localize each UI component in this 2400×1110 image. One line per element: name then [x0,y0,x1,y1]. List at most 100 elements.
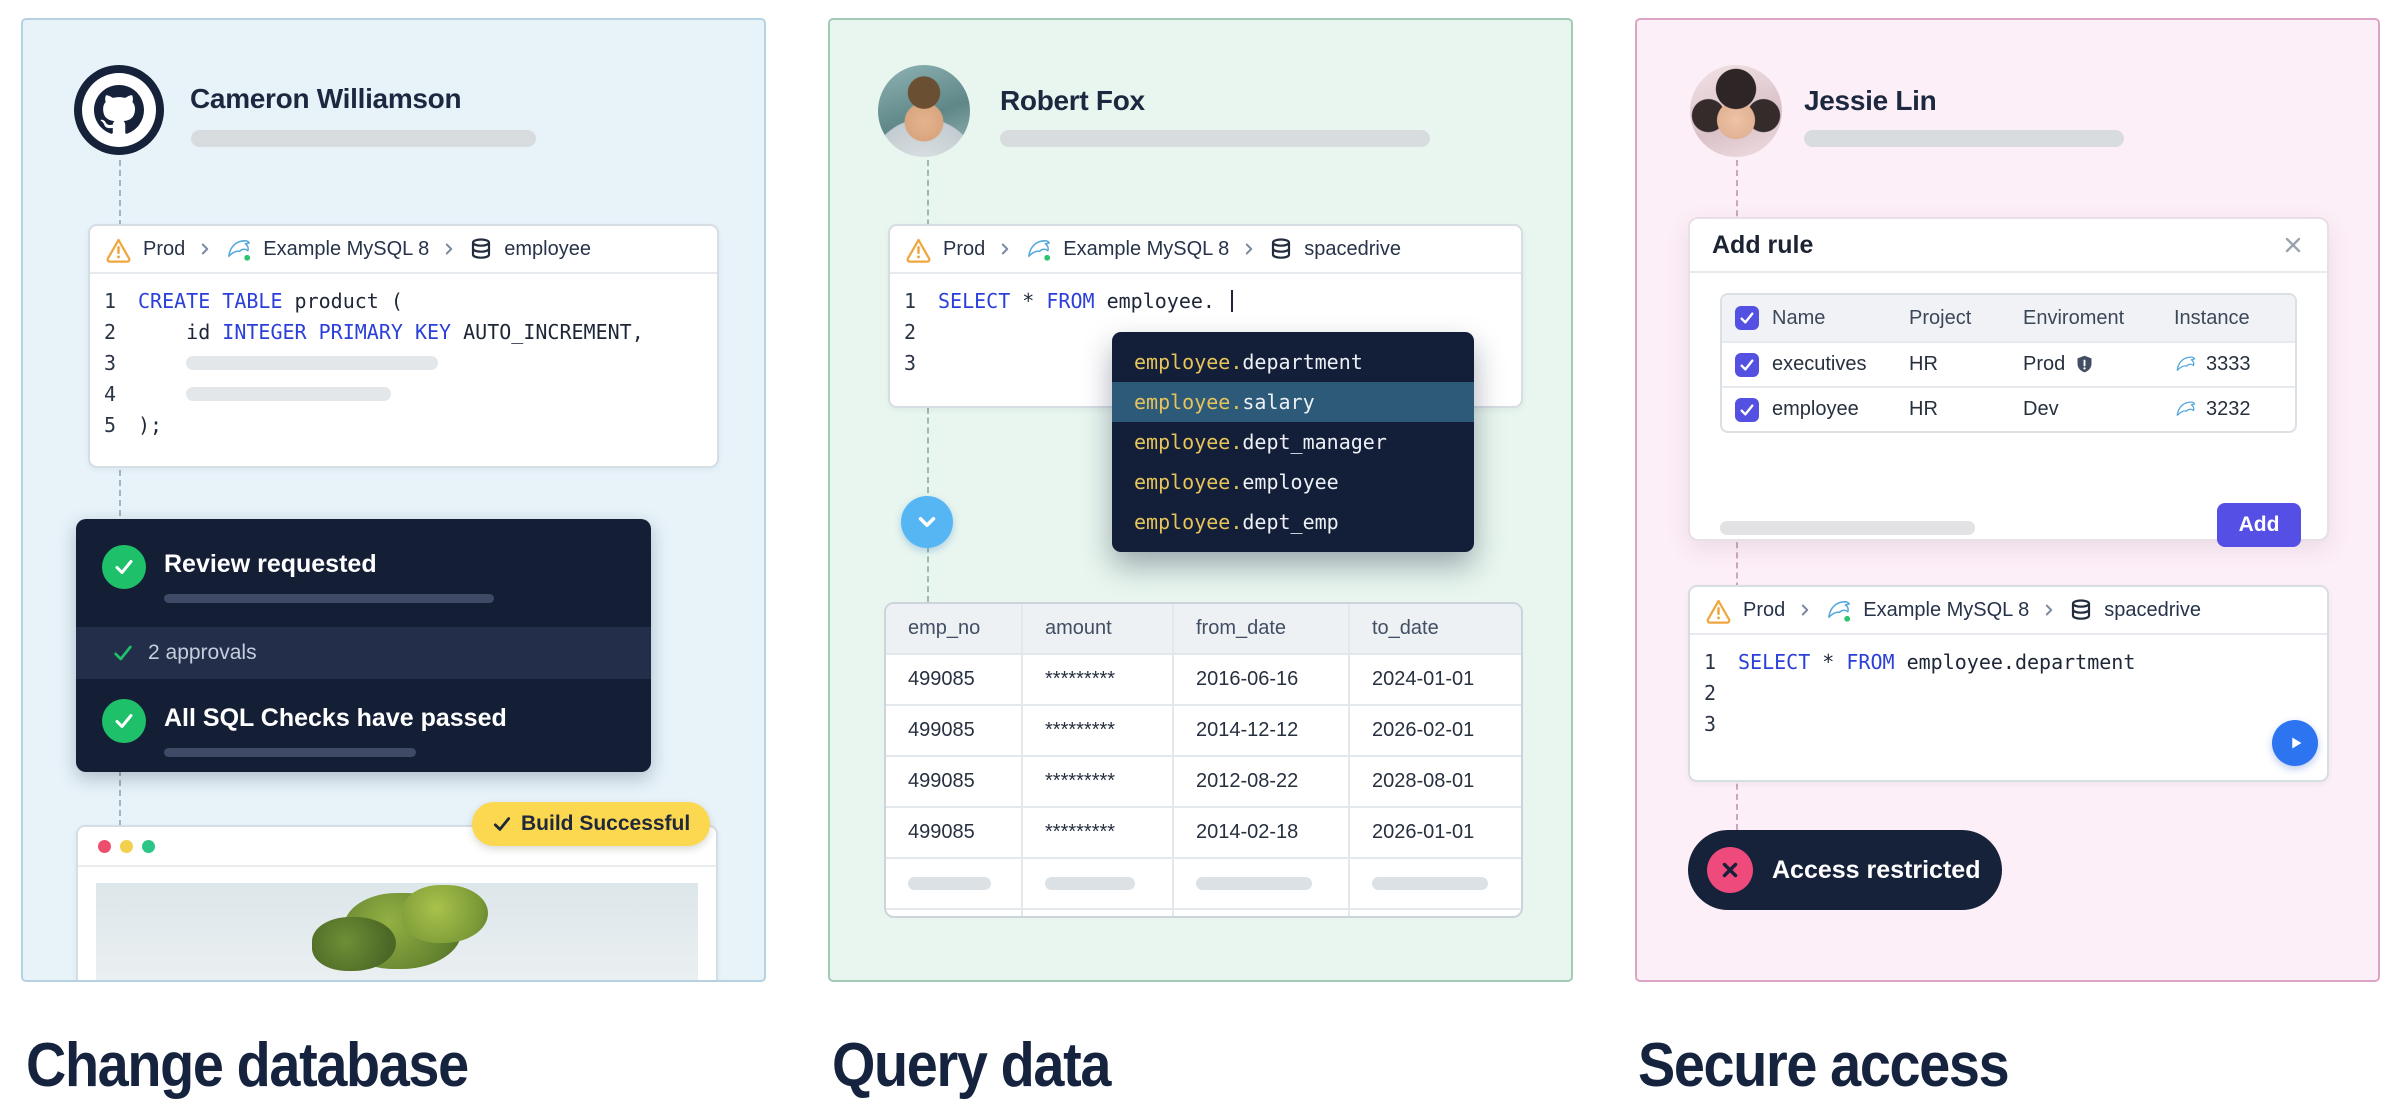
table-row: 499085 ********* 2012-08-22 2028-08-01 [886,755,1521,806]
mysql-dolphin-icon [2176,401,2196,416]
code-placeholder-bar [186,355,438,370]
breadcrumb-database[interactable]: employee [504,237,591,260]
breadcrumb-database[interactable]: spacedrive [2104,598,2201,621]
autocomplete-option[interactable]: employee.dept_emp [1112,502,1474,542]
table-row: 499085 ********* 2014-02-18 2026-01-01 [886,806,1521,857]
table-cell: 2014-02-18 [1174,808,1350,857]
panel-query-data: Robert Fox Prod Example MySQL 8 spacedri… [828,18,1573,982]
review-status-card: Review requested 2 approvals All SQL Che… [76,519,651,772]
code-text: employee. [1094,288,1227,313]
table-cell [1350,859,1517,908]
window-minimize-icon[interactable] [120,839,133,853]
table-cell: 2012-08-22 [1174,757,1350,806]
play-icon [2292,737,2302,749]
add-button[interactable]: Add [2217,503,2301,547]
table-row: 499085 ********* 2014-12-12 2026-02-01 [886,704,1521,755]
rule-environment: Dev [2023,398,2174,421]
autocomplete-option[interactable]: employee.department [1112,342,1474,382]
breadcrumb-database[interactable]: spacedrive [1304,237,1401,260]
table-row: 499085 ********* 2016-06-16 2024-01-01 [886,653,1521,704]
window-maximize-icon[interactable] [142,839,155,853]
code-line: 3 [1704,708,2311,739]
chevron-right-icon [440,240,458,258]
code-keyword: INTEGER PRIMARY KEY [222,319,452,344]
review-placeholder-bar [164,748,416,757]
autocomplete-option[interactable]: employee.dept_manager [1112,422,1474,462]
select-all-checkbox[interactable] [1722,306,1772,330]
user-name: Jessie Lin [1804,85,1937,116]
panel-change-database: Cameron Williamson Prod Example MySQL 8 … [21,18,766,982]
column-header[interactable]: emp_no [886,604,1023,653]
github-logo-icon [82,73,156,147]
autocomplete-option[interactable]: employee.employee [1112,462,1474,502]
code-editor[interactable]: 1 CREATE TABLE product ( 2 id INTEGER PRI… [90,274,717,440]
code-editor[interactable]: 1 SELECT * FROM employee.department 2 3 [1690,635,2327,739]
table-cell: 499085 [886,655,1023,704]
column-header: Instance [2174,306,2250,329]
code-keyword: SELECT [1738,649,1811,674]
column-header[interactable]: to_date [1372,617,1439,639]
check-circle-icon [102,545,146,589]
check-icon [1740,403,1754,416]
website-hero-image [96,883,698,980]
table-cell: 2026-01-01 [1372,821,1475,843]
code-text: id [138,319,223,344]
table-cell: 499085 [886,808,1023,857]
chevron-right-icon [196,240,214,258]
line-number: 1 [104,288,117,313]
run-query-button[interactable] [2272,720,2318,766]
database-icon [1272,238,1291,259]
line-number: 1 [1704,649,1717,674]
mysql-dolphin-icon [1028,239,1051,261]
mysql-dolphin-icon [228,239,251,261]
row-checkbox[interactable] [1722,397,1772,422]
line-number: 4 [104,381,117,406]
table-cell: 499085 [886,757,1023,806]
breadcrumb-server[interactable]: Example MySQL 8 [1863,598,2030,621]
column-header: Name [1772,306,1826,329]
line-number: 2 [1704,680,1717,705]
review-placeholder-bar [164,594,494,603]
row-checkbox[interactable] [1722,352,1772,377]
column-header[interactable]: amount [1023,604,1174,653]
mysql-dolphin-icon [2176,356,2196,371]
code-keyword: FROM [1046,288,1095,313]
column-header: Enviroment [2023,306,2125,329]
table-cell [1174,910,1350,916]
code-line: 5); [104,409,701,440]
table-cell-masked: ********* [1023,808,1174,857]
code-text: * [1010,288,1047,313]
column-header[interactable]: from_date [1174,604,1350,653]
rule-row: executives HR Prod 3333 [1722,341,2295,386]
breadcrumb-env[interactable]: Prod [1743,598,1786,621]
table-cell [1023,859,1174,908]
close-icon[interactable] [2281,233,2305,257]
column-header: Project [1909,306,1972,329]
modal-title: Add rule [1712,230,1814,259]
tree-image [312,917,396,971]
breadcrumb-server[interactable]: Example MySQL 8 [263,237,430,260]
warning-triangle-icon [1706,599,1731,624]
code-keyword: SELECT [938,288,1011,313]
line-number: 5 [104,412,117,437]
breadcrumb-server[interactable]: Example MySQL 8 [1063,237,1230,260]
option-prefix: employee. [1134,470,1243,494]
warning-triangle-icon [906,238,931,263]
build-status-badge: Build Successful [472,802,711,846]
table-header-row: emp_no amount from_date to_date [886,604,1521,653]
code-editor[interactable]: 1 SELECT * FROM employee. 2 3 [890,274,1521,378]
autocomplete-option-selected[interactable]: employee.salary [1112,382,1474,422]
rule-instance: 3333 [2174,353,2295,376]
breadcrumb-env[interactable]: Prod [143,237,186,260]
code-placeholder-bar [186,386,391,401]
query-results-table: emp_no amount from_date to_date 499085 *… [884,602,1523,918]
breadcrumb-env[interactable]: Prod [943,237,986,260]
option-name: department [1242,350,1363,374]
breadcrumb: Prod Example MySQL 8 spacedrive [890,226,1521,274]
code-line: 4 [104,378,701,409]
window-close-icon[interactable] [98,839,111,853]
code-line: 2 [1704,677,2311,708]
breadcrumb: Prod Example MySQL 8 spacedrive [1690,587,2327,635]
option-prefix: employee. [1134,390,1243,414]
chevron-down-icon[interactable] [901,496,953,548]
